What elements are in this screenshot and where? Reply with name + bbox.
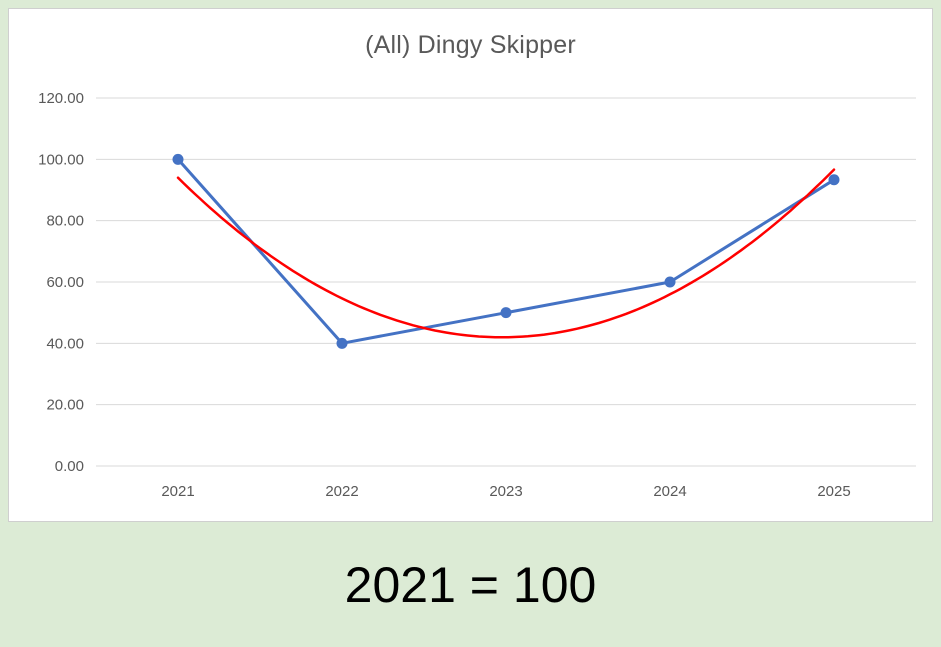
chart-panel: (All) Dingy Skipper 0.00 20.00 40.00 60.00 8… [8,8,933,522]
data-point-marker [172,153,184,165]
data-point-marker [336,337,348,349]
y-axis-label: 20.00 [46,397,84,414]
y-axis-label: 0.00 [55,458,84,475]
y-axis-label: 80.00 [46,213,84,230]
y-axis-label: 100.00 [38,151,84,168]
x-axis-label: 2021 [161,483,194,500]
chart-title: (All) Dingy Skipper [365,31,576,59]
data-point-marker [664,276,676,288]
y-axis-label: 60.00 [46,274,84,291]
y-axis-label: 40.00 [46,335,84,352]
data-point-marker [500,307,512,319]
x-axis-label: 2023 [489,483,522,500]
trendline [176,168,836,339]
data-point-marker [828,174,840,186]
x-axis-label: 2022 [325,483,358,500]
x-axis-label: 2024 [653,483,686,500]
y-axis-label: 120.00 [38,90,84,107]
index-base-caption: 2021 = 100 [344,557,597,613]
x-axis-label: 2025 [817,483,850,500]
chart-svg: 0.00 20.00 40.00 60.00 80.00 100.00 120.00 2021… [38,90,916,500]
